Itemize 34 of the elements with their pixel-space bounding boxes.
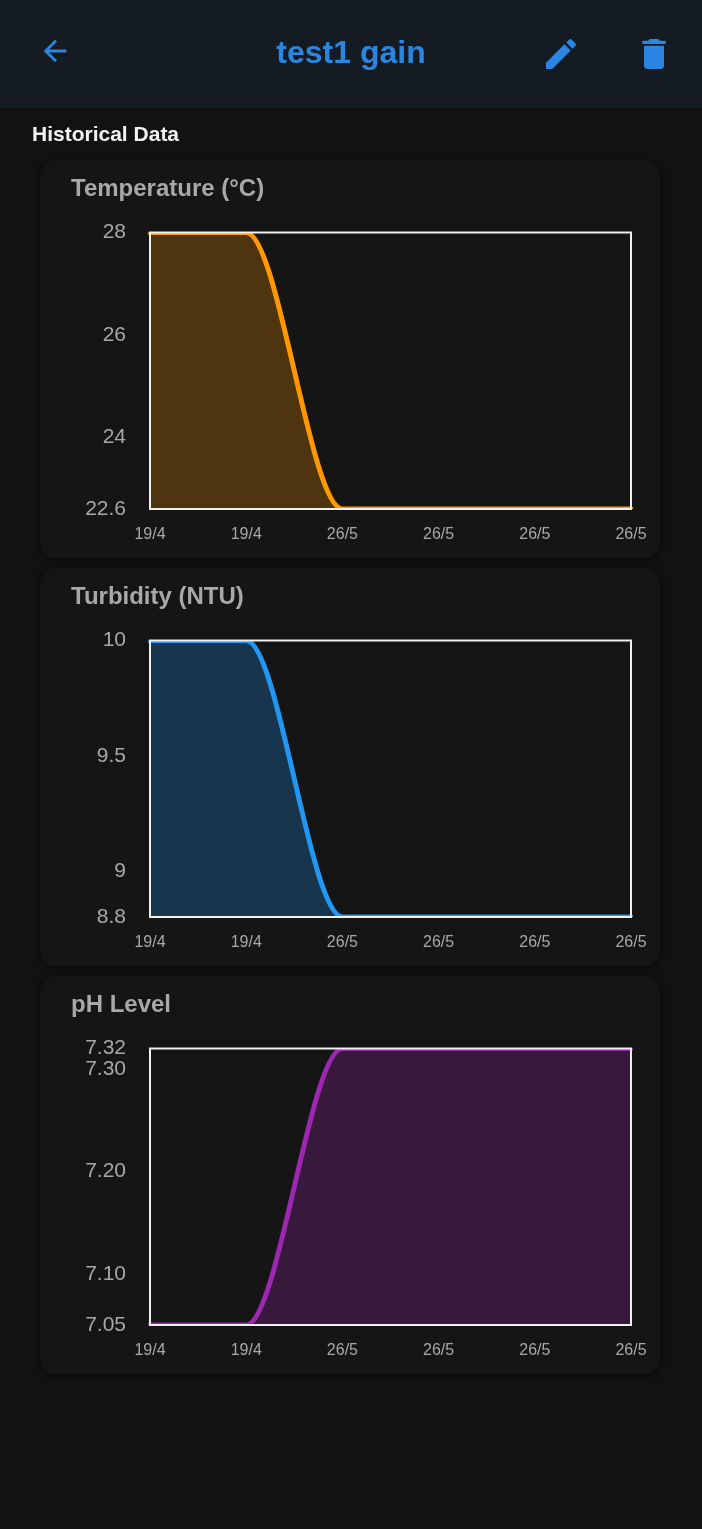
y-tick-label: 9.5: [96, 742, 126, 766]
y-tick-label: 10: [102, 627, 126, 651]
x-tick-label: 26/5: [519, 1341, 551, 1359]
y-tick-label: 24: [102, 424, 127, 448]
y-tick-label: 7.05: [85, 1311, 126, 1335]
chart-title: pH Level: [71, 990, 173, 1019]
x-tick-label: 26/5: [615, 525, 647, 543]
y-tick-label: 22.6: [85, 495, 126, 519]
x-tick-label: 26/5: [519, 933, 551, 951]
x-tick-label: 26/5: [326, 525, 359, 543]
y-tick-label: 8.8: [96, 903, 126, 927]
x-tick-label: 19/4: [134, 933, 166, 951]
x-tick-label: 26/5: [326, 1341, 359, 1359]
x-tick-label: 19/4: [230, 525, 262, 543]
x-tick-label: 26/5: [519, 525, 551, 543]
chart-title: Temperature (°C): [71, 174, 266, 203]
x-tick-label: 26/5: [326, 933, 359, 951]
chart-title: Turbidity (NTU): [71, 582, 245, 611]
x-tick-label: 19/4: [134, 1341, 166, 1359]
x-tick-label: 19/4: [230, 1341, 262, 1359]
x-tick-label: 26/5: [423, 1341, 455, 1359]
text: Historical Data: [31, 121, 181, 147]
x-tick-label: 19/4: [230, 933, 262, 951]
x-tick-label: 26/5: [615, 1341, 647, 1359]
x-tick-label: 19/4: [134, 525, 166, 543]
y-tick-label: 26: [102, 321, 126, 345]
y-tick-label: 7.20: [85, 1158, 126, 1182]
x-tick-label: 26/5: [615, 933, 647, 951]
y-tick-label: 9: [114, 857, 126, 881]
y-tick-label: 7.10: [85, 1260, 126, 1284]
x-tick-label: 26/5: [423, 525, 455, 543]
y-tick-label: 28: [102, 219, 126, 243]
text: test1 gain: [275, 34, 427, 71]
x-tick-label: 26/5: [423, 933, 455, 951]
